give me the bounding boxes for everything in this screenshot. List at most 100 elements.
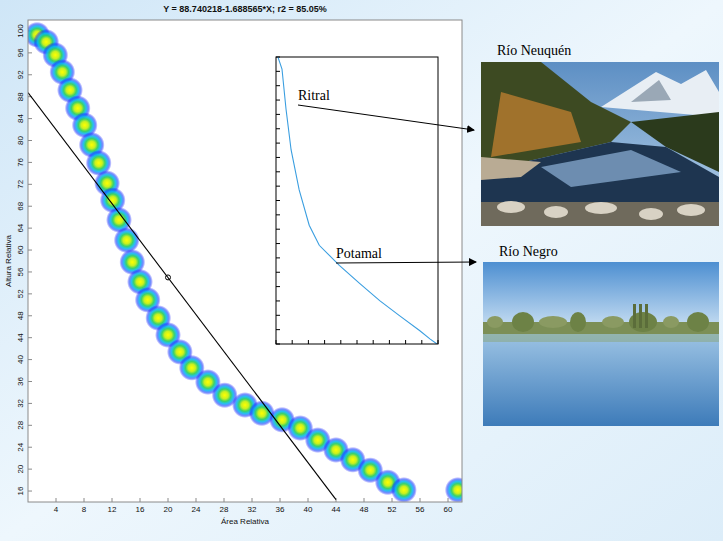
y-tick (28, 52, 32, 53)
y-tick (276, 114, 280, 115)
photo-caption: Río Negro (499, 244, 558, 259)
annotations: Ritral Potamal (298, 88, 476, 263)
x-tick-label: 60 (444, 505, 453, 514)
y-tick (276, 157, 280, 158)
annotation: Potamal (336, 246, 382, 261)
y-tick (28, 162, 32, 163)
x-tick (84, 498, 85, 502)
y-tick (276, 257, 280, 258)
x-tick (389, 340, 390, 344)
poplar (633, 304, 636, 328)
plot-frame (276, 57, 438, 344)
annotation-arrow (298, 105, 474, 130)
photo-image (481, 62, 719, 226)
tree (512, 312, 534, 332)
y-tick (276, 200, 280, 201)
x-tick-label: 32 (248, 505, 257, 514)
photo-0: Río Neuquén (481, 43, 719, 226)
x-tick (224, 498, 225, 502)
autumn-trees (491, 92, 581, 157)
x-tick (357, 340, 358, 344)
mountain (601, 70, 719, 117)
gravel-bank (481, 157, 541, 180)
x-tick (364, 498, 365, 502)
reflection (541, 150, 681, 187)
poplar (645, 304, 648, 328)
x-tick-label: 24 (192, 505, 201, 514)
density-point (114, 227, 140, 253)
x-tick (373, 340, 374, 344)
tree (570, 312, 586, 332)
y-tick-label: 84 (16, 114, 25, 123)
y-tick (28, 359, 32, 360)
x-tick-label: 36 (276, 505, 285, 514)
plot-area (28, 20, 462, 502)
rock (585, 202, 617, 214)
y-tick (276, 71, 280, 72)
x-tick (112, 498, 113, 502)
x-tick-label: 52 (388, 505, 397, 514)
y-tick (276, 143, 280, 144)
rock (544, 206, 568, 218)
chart-title: Y = 88.740218-1.688565*X; r2 = 85.05% (163, 4, 326, 14)
y-tick (28, 315, 32, 316)
tree (687, 312, 709, 332)
tree-reflection (483, 334, 719, 342)
x-tick (405, 340, 406, 344)
y-tick (276, 229, 280, 230)
x-tick (140, 498, 141, 502)
y-tick (28, 293, 32, 294)
x-tick-label: 40 (304, 505, 313, 514)
y-tick (28, 140, 32, 141)
rock (497, 201, 525, 213)
annotation-arrow (336, 262, 476, 263)
photo-caption: Río Neuquén (497, 43, 571, 58)
y-tick (276, 329, 280, 330)
x-tick (252, 498, 253, 502)
mountain-shadow (631, 80, 671, 102)
background (0, 0, 723, 541)
x-tick-label: 48 (360, 505, 369, 514)
y-tick-label: 76 (16, 157, 25, 166)
y-tick-label: 32 (16, 398, 25, 407)
y-tick-label: 72 (16, 179, 25, 188)
annotation: Ritral (298, 88, 330, 103)
y-axis-title: Altura Relativa (4, 234, 13, 287)
plot-frame (28, 20, 462, 502)
y-tick (276, 171, 280, 172)
y-tick (28, 381, 32, 382)
y-tick-label: 28 (16, 420, 25, 429)
y-tick (28, 469, 32, 470)
x-tick (421, 340, 422, 344)
y-tick (28, 118, 32, 119)
y-tick (276, 243, 280, 244)
y-tick (276, 186, 280, 187)
rock (677, 204, 705, 216)
y-tick (276, 214, 280, 215)
photo-1: Río Negro (483, 244, 719, 426)
y-tick-label: 60 (16, 245, 25, 254)
x-tick-label: 20 (164, 505, 173, 514)
y-tick (276, 315, 280, 316)
photo-image (483, 262, 719, 426)
x-tick-label: 28 (220, 505, 229, 514)
tree (663, 316, 679, 328)
y-tick (276, 272, 280, 273)
y-tick (276, 85, 280, 86)
y-tick-label: 48 (16, 311, 25, 320)
x-tick (196, 498, 197, 502)
y-tick (276, 300, 280, 301)
data-group (28, 22, 462, 502)
river (481, 142, 719, 207)
x-tick (324, 340, 325, 344)
x-tick-label: 4 (54, 505, 59, 514)
y-tick (28, 206, 32, 207)
x-axis-title: Área Relativa (221, 517, 270, 526)
x-tick-label: 12 (108, 505, 117, 514)
y-tick-label: 16 (16, 486, 25, 495)
y-tick-label: 88 (16, 92, 25, 101)
y-tick-label: 56 (16, 267, 25, 276)
x-tick (168, 498, 169, 502)
x-tick-label: 8 (82, 505, 87, 514)
x-tick-label: 44 (332, 505, 341, 514)
